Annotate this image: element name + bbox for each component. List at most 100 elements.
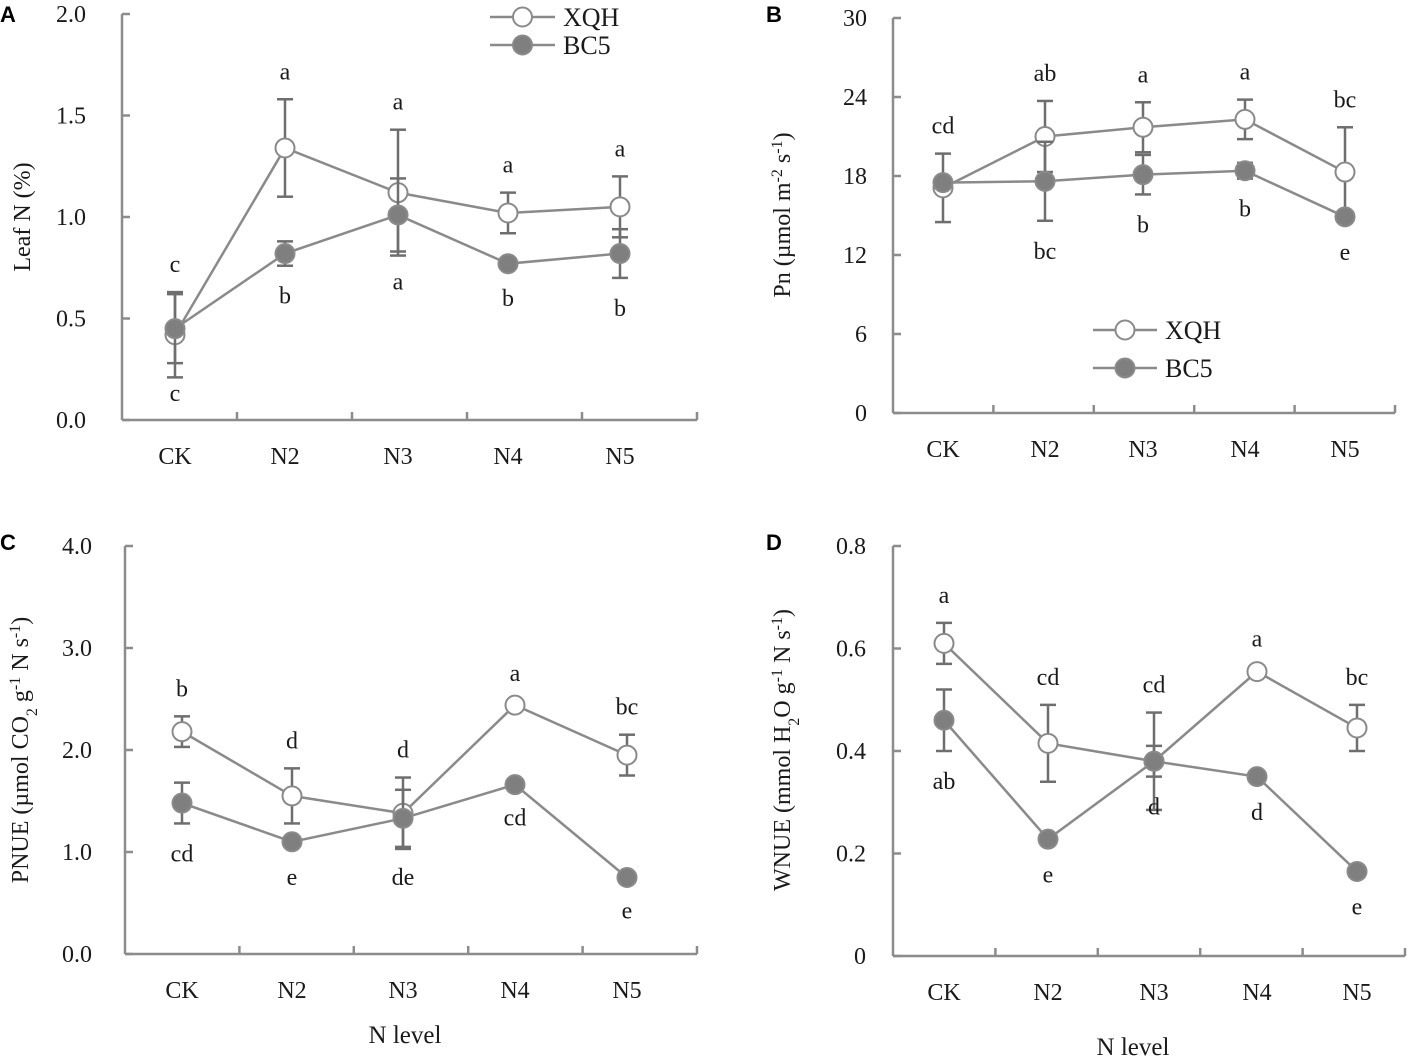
data-point [1234,160,1256,182]
x-tick-label: N2 [1030,437,1059,463]
significance-letter: cd [1037,665,1060,691]
significance-letter: ab [1034,61,1057,87]
significance-letter: cd [504,806,527,832]
series-line [943,642,1358,763]
y-axis-label-part: PNUE (µmol CO [8,716,34,883]
series-bc5: c b a b b [164,177,631,407]
y-axis-label-part: -1 [769,140,786,153]
data-point [1234,108,1256,130]
data-point [171,721,193,743]
data-point [1034,170,1056,192]
series-bc5: ab e d d e [933,688,1368,921]
y-axis-label-part: Pn (µmol m [770,182,796,298]
y-tick-label: 1.5 [56,104,86,130]
data-point [616,867,638,888]
data-point [1132,164,1154,186]
x-tick-label: N3 [388,978,417,1004]
data-point [392,807,414,829]
series-xqh: cd ab a a bc [932,60,1357,224]
data-point [171,792,193,814]
x-tick-label: N2 [1033,980,1062,1006]
legend-marker [512,34,533,56]
x-tick-label: CK [926,437,960,463]
x-tick-label: N4 [493,444,522,470]
data-point [932,172,954,194]
x-tick-label: N2 [277,978,306,1004]
data-point [497,253,519,275]
y-axis-label: Leaf N (%) [10,162,36,271]
x-tick-label: N4 [500,978,529,1004]
significance-letter: a [939,583,950,609]
legend-label: XQH [1165,316,1222,345]
x-tick-label: N3 [1128,437,1157,463]
panel-label: B [766,2,782,27]
significance-letter: bc [1034,239,1057,265]
y-axis-label-part: N s [770,630,796,669]
y-axis-label-part: Leaf N (%) [10,162,36,271]
significance-letter: de [392,865,415,891]
y-tick-label: 0.0 [56,408,86,434]
panel-label: D [766,530,782,555]
y-tick-label: 1.0 [56,205,86,231]
y-tick-label: 2.0 [56,2,86,28]
x-axis-label: N level [1097,1034,1170,1058]
data-point [164,318,186,340]
significance-letter: a [393,90,404,116]
y-axis-label-part: s [770,154,796,169]
data-point [497,202,519,224]
data-point [274,137,296,159]
significance-letter: b [614,296,626,322]
y-axis-label: WNUE (mmol H2O g-1 N s-1) [769,609,803,891]
y-axis-label-part: -1 [7,677,24,690]
y-tick-label: 30 [843,6,867,32]
data-point [616,744,638,766]
series-bc5: bc b b e [932,140,1356,266]
x-tick-label: N5 [605,444,634,470]
x-tick-label: N5 [1330,437,1359,463]
legend-marker [512,6,533,28]
significance-letter: bc [616,695,639,721]
y-axis-label-part: 2 [786,718,803,726]
data-point [281,785,303,807]
data-point [504,774,526,796]
significance-letter: a [1240,60,1251,86]
significance-letter: d [286,728,298,754]
x-tick-label: N3 [1139,980,1168,1006]
significance-letter: a [510,661,521,687]
data-point [1246,766,1268,788]
y-tick-label: 0.4 [836,739,866,765]
x-tick-label: N4 [1230,437,1259,463]
data-point [1132,116,1154,138]
significance-letter: a [1138,62,1149,88]
y-tick-label: 0.5 [56,307,86,333]
significance-letter: c [170,252,181,278]
x-tick-label: N3 [383,444,412,470]
panel-label: C [0,530,16,555]
legend-marker [1114,357,1136,379]
significance-letter: b [1239,197,1251,223]
significance-letter: b [1137,212,1149,238]
y-tick-label: 0.6 [836,637,866,663]
significance-letter: c [170,381,181,407]
significance-letter: e [622,899,633,925]
y-axis-label-part: 2 [24,708,41,716]
panel-b: B 0 6 12 18 24 30 CK N2 N3 N4 N5 Pn (µmol m-2 s-1) cd… [766,2,1397,463]
x-tick-label: CK [165,978,199,1004]
data-point [1037,732,1059,754]
y-axis-label-part: -1 [769,669,786,682]
legend-marker [1114,319,1136,341]
y-tick-label: 0 [854,944,866,970]
panel-c: C 0.0 1.0 2.0 3.0 4.0 CK N2 N3 N4 N5 PNUE (µmol CO2… [0,530,699,1049]
y-tick-label: 3.0 [62,636,92,662]
series-bc5: cd e de cd e [171,774,638,925]
significance-letter: a [503,153,514,179]
data-point [1346,717,1368,739]
significance-letter: bc [1334,87,1357,113]
significance-letter: e [1352,895,1363,921]
significance-letter: ab [933,769,956,795]
significance-letter: d [397,738,409,764]
series-line [181,783,628,879]
